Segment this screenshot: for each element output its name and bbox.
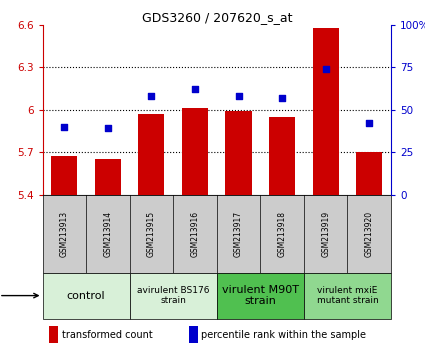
Bar <box>130 273 217 319</box>
Text: control: control <box>67 291 105 301</box>
Bar <box>356 152 382 195</box>
Point <box>148 93 155 99</box>
Point <box>235 93 242 99</box>
Bar <box>304 273 391 319</box>
Bar <box>42 273 130 319</box>
Bar <box>49 326 58 343</box>
Text: percentile rank within the sample: percentile rank within the sample <box>201 330 366 339</box>
Bar <box>217 273 304 319</box>
Bar <box>269 117 295 195</box>
Point <box>322 66 329 72</box>
Point <box>279 95 286 101</box>
Text: GSM213920: GSM213920 <box>365 211 374 257</box>
Text: GSM213913: GSM213913 <box>60 211 69 257</box>
Text: virulent M90T
strain: virulent M90T strain <box>222 285 299 307</box>
Bar <box>182 108 208 195</box>
Point <box>105 126 111 131</box>
Bar <box>189 326 198 343</box>
Bar <box>51 156 77 195</box>
Title: GDS3260 / 207620_s_at: GDS3260 / 207620_s_at <box>142 11 292 24</box>
Text: GSM213919: GSM213919 <box>321 211 330 257</box>
Bar <box>225 111 252 195</box>
Bar <box>138 114 164 195</box>
Text: GSM213915: GSM213915 <box>147 211 156 257</box>
Text: GSM213914: GSM213914 <box>103 211 112 257</box>
Text: avirulent BS176
strain: avirulent BS176 strain <box>137 286 210 305</box>
Text: GSM213917: GSM213917 <box>234 211 243 257</box>
Point <box>61 124 68 130</box>
Text: GSM213916: GSM213916 <box>190 211 199 257</box>
Text: transformed count: transformed count <box>62 330 153 339</box>
Bar <box>312 28 339 195</box>
Bar <box>95 159 121 195</box>
Text: GSM213918: GSM213918 <box>278 211 286 257</box>
Text: virulent mxiE
mutant strain: virulent mxiE mutant strain <box>317 286 378 305</box>
Point <box>192 86 198 92</box>
Point <box>366 120 373 126</box>
